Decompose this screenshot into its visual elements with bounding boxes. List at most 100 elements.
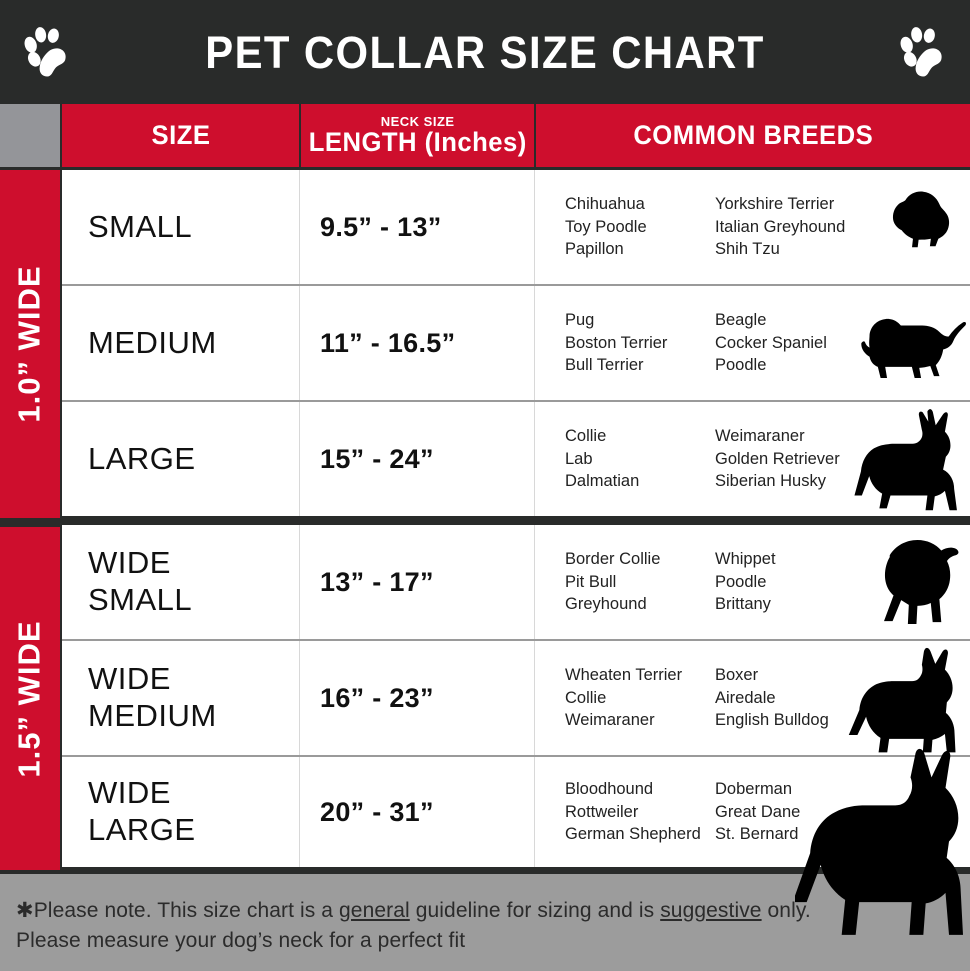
size-label-line1: WIDE <box>88 661 171 697</box>
footer-text-c: only. <box>761 899 811 922</box>
breed-item: Shih Tzu <box>715 240 780 259</box>
cell-size: WIDE SMALL <box>62 525 300 639</box>
breed-item: Wheaten Terrier <box>565 665 683 684</box>
breed-item: Boxer <box>715 665 759 684</box>
breed-item: Dalmatian <box>565 472 640 491</box>
cell-breeds: Border Collie Pit Bull Greyhound Whippet… <box>535 525 970 639</box>
title-bar: PET COLLAR SIZE CHART <box>0 0 970 104</box>
cell-size: WIDE LARGE <box>62 757 300 867</box>
breed-list-right: Beagle Cocker Spaniel Poodle <box>715 309 870 377</box>
breed-list-left: Bloodhound Rottweiler German Shepherd <box>565 778 715 846</box>
breed-item: Toy Poodle <box>565 217 647 236</box>
section-1inch: SMALL 9.5” - 13” Chihuahua Toy Poodle Pa… <box>62 170 970 516</box>
breed-item: Yorkshire Terrier <box>715 194 835 213</box>
breed-item: German Shepherd <box>565 825 701 844</box>
breed-list-right: Boxer Airedale English Bulldog <box>715 664 870 732</box>
header-size-label: SIZE <box>151 120 211 150</box>
cell-length: 13” - 17” <box>300 525 535 639</box>
size-label: LARGE <box>88 440 196 476</box>
cell-breeds: Wheaten Terrier Collie Weimaraner Boxer … <box>535 641 970 755</box>
footer-line-2: Please measure your dog’s neck for a per… <box>16 928 466 952</box>
breed-item: Collie <box>565 426 607 445</box>
header-divider <box>59 104 62 167</box>
table-row: SMALL 9.5” - 13” Chihuahua Toy Poodle Pa… <box>62 170 970 286</box>
cell-length: 11” - 16.5” <box>300 286 535 400</box>
dog-silhouette-slot <box>873 187 968 267</box>
footer-text-b: guideline for sizing and is <box>409 899 661 922</box>
section-1point5inch: WIDE SMALL 13” - 17” Border Collie Pit B… <box>62 525 970 867</box>
dog-silhouette-slot <box>853 301 968 386</box>
breed-item: Cocker Spaniel <box>715 333 827 352</box>
breed-list-left: Wheaten Terrier Collie Weimaraner <box>565 664 715 732</box>
header-length-sublabel: NECK SIZE <box>380 114 455 129</box>
size-label: SMALL <box>88 208 193 244</box>
bulldog-silhouette <box>884 540 959 624</box>
size-label: WIDE LARGE <box>88 775 196 848</box>
size-label-line2: SMALL <box>88 582 193 617</box>
breed-item: Greyhound <box>565 595 647 614</box>
table-row: WIDE LARGE 20” - 31” Bloodhound Rottweil… <box>62 757 970 867</box>
breed-item: Lab <box>565 449 593 468</box>
cell-size: LARGE <box>62 402 300 516</box>
paw-print-icon <box>900 27 942 77</box>
header-divider <box>299 104 302 167</box>
breed-item: Beagle <box>715 310 767 329</box>
breed-item: English Bulldog <box>715 711 829 730</box>
cell-size: SMALL <box>62 170 300 284</box>
cell-breeds: Bloodhound Rottweiler German Shepherd Do… <box>535 757 970 867</box>
breed-item: Rottweiler <box>565 802 639 821</box>
breed-item: Pit Bull <box>565 572 617 591</box>
breed-item: Bull Terrier <box>565 356 644 375</box>
breed-item: Poodle <box>715 572 767 591</box>
table-header-row: SIZE NECK SIZE LENGTH (Inches) COMMON BR… <box>0 104 970 167</box>
size-label-line2: LARGE <box>88 812 196 847</box>
breed-list-left: Chihuahua Toy Poodle Papillon <box>565 193 715 261</box>
cell-breeds: Chihuahua Toy Poodle Papillon Yorkshire … <box>535 170 970 284</box>
breed-item: Great Dane <box>715 802 801 821</box>
breed-item: Airedale <box>715 688 776 707</box>
size-label: WIDE SMALL <box>88 545 192 618</box>
breed-item: Brittany <box>715 595 771 614</box>
paw-print-icon <box>24 27 66 77</box>
breed-item: Whippet <box>715 549 776 568</box>
cell-length: 9.5” - 13” <box>300 170 535 284</box>
table-body: SMALL 9.5” - 13” Chihuahua Toy Poodle Pa… <box>62 170 970 867</box>
cell-size: WIDE MEDIUM <box>62 641 300 755</box>
side-label-1-inch: 1.0” WIDE <box>0 170 60 518</box>
header-length-label: LENGTH (Inches) <box>308 127 527 157</box>
breed-item: Italian Greyhound <box>715 217 846 236</box>
header-divider <box>533 104 536 167</box>
cell-length: 20” - 31” <box>300 757 535 867</box>
header-length: NECK SIZE LENGTH (Inches) <box>301 104 534 167</box>
breed-item: Collie <box>565 688 607 707</box>
footer-underline-general: general <box>339 899 410 922</box>
cell-length: 15” - 24” <box>300 402 535 516</box>
breed-list-left: Collie Lab Dalmatian <box>565 425 715 493</box>
footer-text-a: ✱Please note. This size chart is a <box>16 899 340 922</box>
table-row: LARGE 15” - 24” Collie Lab Dalmatian Wei… <box>62 402 970 516</box>
side-label-1-inch-text: 1.0” WIDE <box>12 265 47 423</box>
breed-list-right: Whippet Poodle Brittany <box>715 548 870 616</box>
breed-item: Boston Terrier <box>565 333 668 352</box>
breed-item: Doberman <box>715 779 793 798</box>
breed-item: Weimaraner <box>565 711 655 730</box>
dog-silhouette-slot <box>863 533 968 631</box>
header-corner-cell <box>0 104 60 167</box>
breed-item: Bloodhound <box>565 779 654 798</box>
breed-list-right: Yorkshire Terrier Italian Greyhound Shih… <box>715 193 870 261</box>
size-label-line1: WIDE <box>88 545 171 581</box>
side-label-1point5-inch-text: 1.5” WIDE <box>12 619 47 778</box>
cell-length: 16” - 23” <box>300 641 535 755</box>
cell-breeds: Collie Lab Dalmatian Weimaraner Golden R… <box>535 402 970 516</box>
header-breeds: COMMON BREEDS <box>535 104 970 167</box>
cell-size: MEDIUM <box>62 286 300 400</box>
header-breeds-label: COMMON BREEDS <box>633 120 873 150</box>
size-label-line1: WIDE <box>88 775 171 811</box>
pomeranian-silhouette <box>892 191 950 248</box>
breed-item: Chihuahua <box>565 194 645 213</box>
breed-item: St. Bernard <box>715 825 799 844</box>
breed-item: Border Collie <box>565 549 661 568</box>
header-size: SIZE <box>61 104 300 167</box>
breed-list-left: Border Collie Pit Bull Greyhound <box>565 548 715 616</box>
